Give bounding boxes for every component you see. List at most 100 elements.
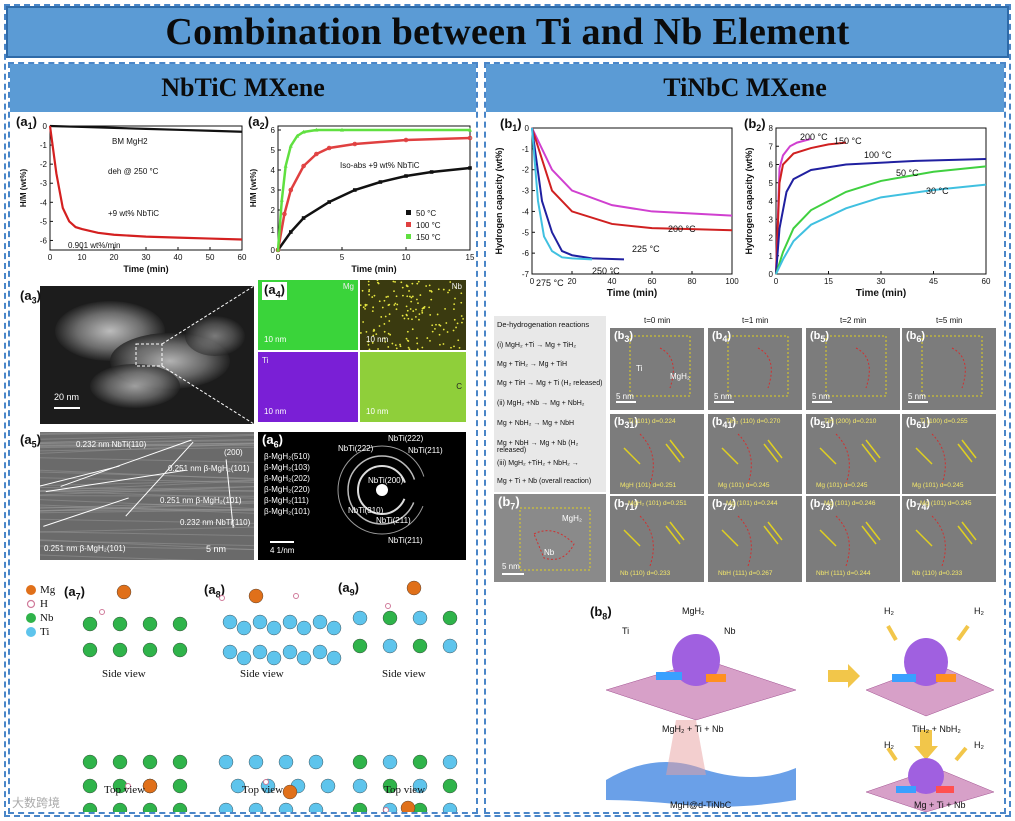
atom [222, 614, 238, 630]
a5-scale: 5 nm [206, 544, 227, 554]
nb-dot [445, 322, 448, 324]
fringe-3 [721, 529, 739, 547]
b73-label: (b73) [810, 498, 835, 513]
b2-curve-30: 30 °C [926, 186, 949, 196]
b8-h2b: H₂ [974, 606, 984, 616]
lattice-line [40, 432, 207, 435]
lattice-line [40, 442, 254, 446]
boundary [835, 433, 850, 485]
lattice-line [40, 432, 134, 435]
y-tick-label: 5 [271, 146, 276, 155]
left-panel: NbTiC MXene 0 10 20 30 40 50 60 0 -1 -2 -3 -4 -5 -6 Ti… [8, 62, 478, 814]
x-tick-label: 0 [774, 277, 779, 286]
b1-label: (b1) [500, 116, 522, 133]
fringe-3 [623, 529, 641, 547]
nb-dot [368, 290, 370, 293]
y-tick-label: -2 [40, 160, 48, 169]
point [468, 166, 472, 170]
b3-label: (b3) [614, 330, 634, 345]
lattice-line [40, 545, 254, 550]
atom [172, 754, 188, 770]
nb-dot [387, 332, 390, 335]
fringe-2 [961, 521, 977, 541]
y-axis-label: Hydrogen capacity (wt%) [494, 147, 504, 254]
x-tick-label: 15 [466, 253, 475, 262]
nb-dot [394, 281, 396, 283]
point [295, 133, 300, 138]
point [378, 180, 383, 184]
tem-overlay-b31 [623, 433, 685, 485]
lattice-line [40, 509, 254, 514]
boundary [757, 347, 772, 389]
a4-scale-4: 10 nm [366, 407, 389, 416]
atom-legend: Mg H Nb Ti [24, 582, 84, 647]
nb-dot [381, 306, 384, 309]
time-0: t=0 min [644, 316, 671, 325]
nb-dot [383, 330, 386, 333]
left-panel-header: NbTiC MXene [10, 64, 476, 112]
nb-dot [388, 313, 391, 316]
nb-dot [360, 332, 362, 334]
atom [236, 620, 252, 636]
a1-rate: 0.901 wt%/min [68, 241, 120, 250]
b3-mgh: MgH₂ [670, 372, 690, 381]
lattice-line [40, 518, 254, 524]
atom [112, 802, 128, 812]
nb-dot [418, 318, 420, 321]
a4-label: (a4) [262, 282, 287, 300]
lattice-line [40, 433, 254, 440]
legend-dots [26, 585, 36, 637]
atom [312, 614, 328, 630]
a6-rings [270, 445, 438, 543]
x-tick-label: 40 [608, 277, 617, 286]
x-axis-label: Time (min) [351, 264, 396, 274]
a4-el-nb: Nb [451, 282, 462, 291]
x-tick-label: 15 [824, 277, 833, 286]
x-tick-label: 20 [568, 277, 577, 286]
x-axis-label: Time (min) [607, 288, 657, 299]
boundary [639, 433, 654, 485]
tem-tile-b72 [708, 496, 802, 582]
point [352, 141, 358, 147]
lattice-line [40, 531, 254, 537]
a3-scale: 20 nm [54, 392, 80, 402]
boundary [639, 515, 654, 567]
nb-dot [407, 317, 410, 320]
atom [326, 620, 342, 636]
nb-dot [368, 289, 371, 291]
x-tick-label: 60 [648, 277, 657, 286]
atom [172, 778, 188, 794]
nb-dot [396, 303, 399, 306]
point [429, 170, 434, 174]
h-atom [293, 593, 299, 599]
x-tick-label: 80 [688, 277, 697, 286]
atom [112, 754, 128, 770]
chart-a1: 0 10 20 30 40 50 60 0 -1 -2 -3 -4 -5 -6 Time (min) H/M … [16, 114, 247, 274]
nb-dot [375, 333, 378, 335]
a1-close: ) [33, 114, 37, 129]
a5-ann-3: 0.251 nm β-MgH₂(101) [160, 496, 242, 505]
atom [400, 800, 416, 812]
fringe-3 [915, 447, 933, 465]
nb-dot [368, 293, 371, 296]
pointer-line [125, 441, 194, 517]
nb-dot [411, 318, 413, 321]
nb-dot [393, 290, 395, 293]
nb-dot [455, 326, 457, 329]
a6-ring-2: β-MgH₂(103) [264, 463, 310, 472]
a2-legend-2: 150 °C [416, 233, 441, 242]
nb-dot [408, 295, 411, 298]
y-tick-label: 0 [43, 122, 48, 131]
b2-curve-150: 150 °C [834, 136, 862, 146]
legend-nb: Nb [40, 612, 54, 624]
nb-dot [456, 322, 459, 325]
nb-dot [376, 281, 379, 284]
point [314, 127, 319, 132]
h-atom [219, 595, 225, 601]
y-tick-label: -5 [40, 217, 48, 226]
atom [352, 754, 368, 770]
nb-dot [457, 339, 460, 342]
nb-dot [442, 343, 445, 345]
y-tick-label: -3 [40, 179, 48, 188]
reaction-5: Mg + NbH₂ → Mg + NbH [497, 420, 575, 427]
